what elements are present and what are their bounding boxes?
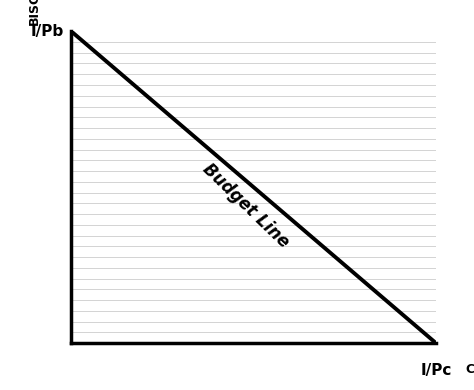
Text: I/Pc: I/Pc: [420, 363, 452, 378]
Text: CHEESE: CHEESE: [465, 363, 474, 376]
Text: BISCUITS: BISCUITS: [28, 0, 41, 25]
Text: I/Pb: I/Pb: [30, 24, 64, 39]
Text: Budget Line: Budget Line: [200, 160, 293, 252]
